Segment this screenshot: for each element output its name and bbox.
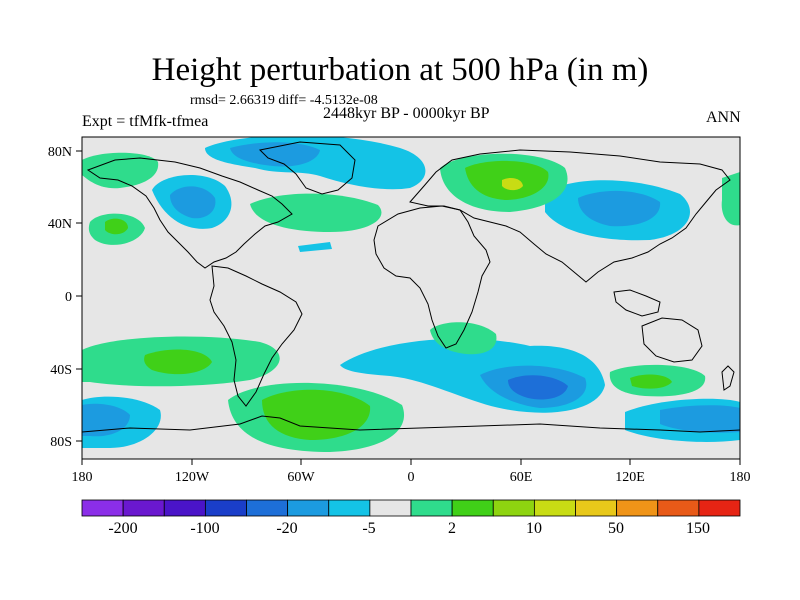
colorbar-swatch (698, 499, 741, 517)
contour-region (105, 218, 128, 235)
coastline (258, 141, 356, 195)
colorbar-label: 150 (686, 520, 710, 537)
lon-label-60w: 60W (287, 470, 315, 485)
colorbar-swatch (657, 499, 700, 517)
contour-region (82, 403, 130, 437)
contour-region (630, 374, 672, 389)
contour-region (660, 405, 740, 433)
colorbar (81, 499, 741, 517)
stats-label: rmsd= 2.66319 diff= -4.5132e-08 (190, 93, 378, 108)
contour-region (262, 389, 371, 440)
contour-region (721, 172, 740, 226)
map-title: Height perturbation at 500 hPa (in m) (151, 52, 649, 88)
coastline (82, 415, 740, 433)
colorbar-label: -200 (108, 520, 137, 537)
colorbar-swatch (616, 499, 659, 517)
colorbar-swatch (451, 499, 494, 517)
contour-region (82, 152, 159, 189)
coastline (613, 289, 661, 317)
lat-label-40n: 40N (48, 217, 72, 232)
colorbar-swatch (575, 499, 618, 517)
contour-region (170, 186, 216, 219)
coastline (86, 157, 293, 269)
lat-label-0: 0 (65, 290, 72, 305)
longitude-axis: 180 120W 60W 0 60E 120E 180 (72, 459, 751, 485)
season-label: ANN (706, 109, 741, 126)
lat-label-40s: 40S (50, 363, 72, 378)
contour-region (430, 322, 497, 355)
colorbar-label: 2 (448, 520, 456, 537)
contour-region (508, 375, 568, 400)
lon-label-120e: 120E (615, 470, 645, 485)
coastline (409, 149, 731, 283)
experiment-label: Expt = tfMfk-tfmea (82, 113, 209, 130)
colorbar-swatch (369, 499, 412, 517)
lon-label-60e: 60E (510, 470, 533, 485)
colorbar-swatch (122, 499, 165, 517)
contour-region (298, 242, 332, 252)
colorbar-swatch (492, 499, 535, 517)
contour-region (578, 190, 661, 227)
contour-region (502, 178, 523, 191)
colorbar-label: 50 (608, 520, 624, 537)
lon-label-180w: 180 (72, 470, 93, 485)
colorbar-swatch (533, 499, 576, 517)
latitude-axis: 80N 40N 0 40S 80S (48, 145, 82, 450)
coastlines (82, 141, 740, 433)
colorbar-swatch (287, 499, 330, 517)
coastline (721, 365, 735, 391)
colorbar-label: 10 (526, 520, 542, 537)
colorbar-label: -20 (276, 520, 297, 537)
colorbar-swatch (81, 499, 124, 517)
coastline (209, 265, 303, 407)
contour-region (250, 193, 382, 232)
colorbar-swatch (246, 499, 289, 517)
lon-label-180e: 180 (730, 470, 751, 485)
colorbar-swatch (410, 499, 453, 517)
colorbar-swatch (328, 499, 371, 517)
lat-label-80n: 80N (48, 145, 72, 160)
lat-label-80s: 80S (50, 435, 72, 450)
colorbar-swatch (163, 499, 206, 517)
contour-region (144, 349, 212, 375)
colorbar-swatch (204, 499, 247, 517)
contour-fill (82, 137, 740, 452)
coastline (641, 317, 703, 363)
lon-label-120w: 120W (175, 470, 210, 485)
contour-region (230, 142, 320, 167)
period-label: 2448kyr BP - 0000kyr BP (323, 105, 490, 122)
colorbar-label: -5 (362, 520, 375, 537)
colorbar-label: -100 (190, 520, 219, 537)
lon-label-0: 0 (408, 470, 415, 485)
colorbar-labels: -200 -100 -20 -5 2 10 50 150 (108, 520, 710, 537)
